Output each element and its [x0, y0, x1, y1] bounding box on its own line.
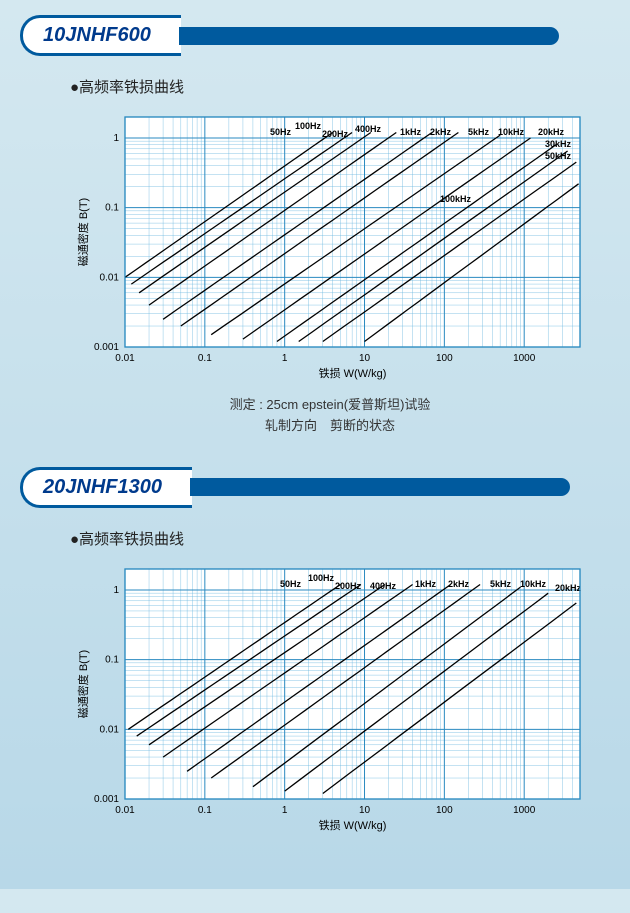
svg-text:50Hz: 50Hz: [270, 127, 292, 137]
section-20jnhf1300: 20JNHF1300 ●高频率铁损曲线 0.01 0.1 1 10 100 1000 0.0…: [0, 467, 630, 839]
header-pill: 20JNHF1300: [20, 467, 630, 508]
svg-text:0.01: 0.01: [100, 724, 120, 735]
svg-text:1kHz: 1kHz: [400, 127, 422, 137]
svg-text:0.1: 0.1: [198, 805, 212, 816]
svg-text:0.001: 0.001: [94, 342, 119, 353]
svg-text:100kHz: 100kHz: [440, 194, 472, 204]
iron-loss-chart-1: 0.010.111010010000.0010.010.11铁损 W(W/kg)…: [70, 107, 590, 387]
svg-text:铁损 W(W/kg): 铁损 W(W/kg): [319, 366, 387, 380]
svg-text:100Hz: 100Hz: [295, 121, 322, 131]
svg-text:1000: 1000: [513, 805, 536, 816]
svg-text:200Hz: 200Hz: [335, 581, 362, 591]
svg-text:10kHz: 10kHz: [498, 127, 525, 137]
svg-text:2kHz: 2kHz: [448, 579, 470, 589]
svg-text:20kHz: 20kHz: [538, 127, 565, 137]
svg-text:1: 1: [113, 585, 119, 596]
svg-text:磁通密度 B(T): 磁通密度 B(T): [76, 649, 90, 717]
svg-text:200Hz: 200Hz: [322, 129, 349, 139]
pill-tail: [179, 27, 559, 45]
svg-text:5kHz: 5kHz: [468, 127, 490, 137]
svg-text:磁通密度 B(T): 磁通密度 B(T): [76, 198, 90, 266]
svg-text:50kHz: 50kHz: [545, 151, 572, 161]
svg-text:0.01: 0.01: [115, 353, 135, 364]
svg-text:10kHz: 10kHz: [520, 579, 547, 589]
header-pill: 10JNHF600: [20, 15, 630, 56]
svg-text:400Hz: 400Hz: [355, 124, 382, 134]
chart-subtitle: ●高频率铁损曲线: [70, 76, 630, 97]
svg-text:0.1: 0.1: [198, 353, 212, 364]
pill-tail: [190, 478, 570, 496]
chart-subtitle: ●高频率铁损曲线: [70, 528, 630, 549]
caption-line2: 轧制方向 剪断的状态: [265, 418, 395, 433]
svg-text:1000: 1000: [513, 353, 536, 364]
svg-text:10: 10: [359, 353, 371, 364]
svg-text:0.01: 0.01: [100, 272, 120, 283]
svg-text:0.01: 0.01: [115, 805, 135, 816]
svg-text:100Hz: 100Hz: [308, 573, 335, 583]
page: 10JNHF600 ●高频率铁损曲线 0.01 0.1 1 10 100 1000 0.00…: [0, 0, 630, 889]
caption-line1: 测定 : 25cm epstein(爱普斯坦)试验: [230, 397, 431, 412]
svg-text:2kHz: 2kHz: [430, 127, 452, 137]
section-title: 10JNHF600: [20, 15, 181, 56]
svg-text:10: 10: [359, 805, 371, 816]
svg-text:1: 1: [113, 133, 119, 144]
svg-text:100: 100: [436, 805, 453, 816]
svg-text:铁损 W(W/kg): 铁损 W(W/kg): [319, 818, 387, 832]
svg-text:100: 100: [436, 353, 453, 364]
chart-container: 0.010.111010010000.0010.010.11铁损 W(W/kg)…: [70, 559, 590, 839]
chart-caption: 测定 : 25cm epstein(爱普斯坦)试验 轧制方向 剪断的状态: [70, 395, 590, 437]
svg-text:20kHz: 20kHz: [555, 583, 582, 593]
svg-text:0.1: 0.1: [105, 654, 119, 665]
svg-text:400Hz: 400Hz: [370, 581, 397, 591]
section-10jnhf600: 10JNHF600 ●高频率铁损曲线 0.01 0.1 1 10 100 1000 0.00…: [0, 15, 630, 437]
svg-text:0.001: 0.001: [94, 794, 119, 805]
chart-container: 0.010.111010010000.0010.010.11铁损 W(W/kg)…: [70, 107, 590, 437]
svg-text:0.1: 0.1: [105, 203, 119, 214]
svg-text:1kHz: 1kHz: [415, 579, 437, 589]
svg-text:50Hz: 50Hz: [280, 579, 302, 589]
svg-text:1: 1: [282, 353, 288, 364]
section-title: 20JNHF1300: [20, 467, 192, 508]
svg-text:1: 1: [282, 805, 288, 816]
svg-text:30kHz: 30kHz: [545, 139, 572, 149]
svg-text:5kHz: 5kHz: [490, 579, 512, 589]
iron-loss-chart-2: 0.010.111010010000.0010.010.11铁损 W(W/kg)…: [70, 559, 590, 839]
